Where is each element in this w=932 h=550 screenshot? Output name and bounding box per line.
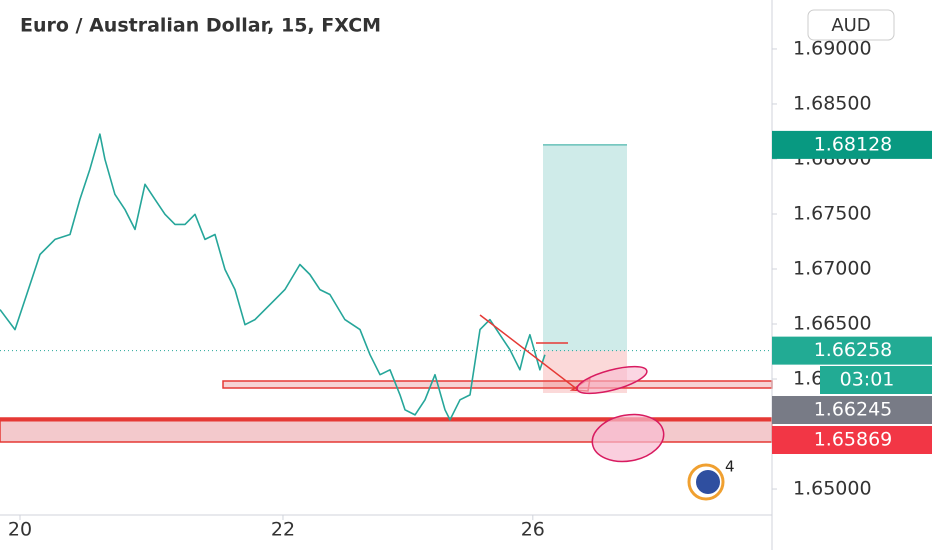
currency-button[interactable] <box>807 9 895 41</box>
drawings: 4 <box>479 314 735 501</box>
level-label: 1.65869 <box>814 429 893 451</box>
ellipse <box>591 413 665 463</box>
logo <box>696 470 720 494</box>
x-tick-label: 22 <box>271 519 295 541</box>
level-label-bg <box>772 426 932 454</box>
currency-label: AUD <box>831 15 870 36</box>
y-tick-label: 1.67500 <box>793 202 872 224</box>
countdown-label: 03:01 <box>840 369 895 391</box>
trend-line <box>479 314 579 391</box>
y-tick-label: 1.68500 <box>793 92 872 114</box>
ellipse <box>576 365 648 395</box>
annotation: 4 <box>725 458 735 476</box>
target-box <box>543 144 627 351</box>
chart-title: Euro / Australian Dollar, 15, FXCM <box>20 15 381 37</box>
x-tick-label: 26 <box>521 519 545 541</box>
target-label: 1.68128 <box>814 133 893 155</box>
y-tick-label: 1.69000 <box>793 37 872 59</box>
bid-label-bg <box>772 396 932 424</box>
countdown-bg <box>820 366 932 394</box>
x-tick-label: 20 <box>8 519 32 541</box>
target-label-bg <box>772 130 932 159</box>
y-tick-label: 1.65000 <box>793 478 872 500</box>
y-tick-label: 1.67000 <box>793 257 872 279</box>
y-axis: 1.690001.685001.680001.675001.670001.665… <box>8 37 932 541</box>
last-label-bg <box>772 336 932 365</box>
price-line <box>0 133 546 421</box>
last-label: 1.66258 <box>814 339 893 361</box>
plot <box>0 133 772 421</box>
bid-label: 1.66245 <box>814 399 893 421</box>
y-tick-label: 1.66500 <box>793 313 872 335</box>
zone-rect <box>222 380 773 389</box>
